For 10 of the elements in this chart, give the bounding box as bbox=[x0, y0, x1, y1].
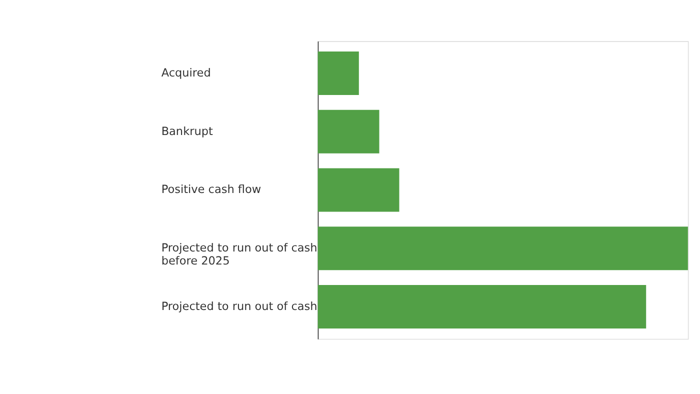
bar bbox=[318, 52, 359, 95]
y-tick-label: Acquired bbox=[161, 66, 211, 80]
y-tick-label: Bankrupt bbox=[161, 124, 214, 138]
bar bbox=[318, 285, 646, 328]
y-tick-label: Positive cash flow bbox=[161, 183, 262, 196]
bar bbox=[318, 226, 688, 270]
bar bbox=[318, 110, 380, 154]
y-tick-label: Projected to run out of cash bbox=[161, 300, 318, 313]
bar bbox=[318, 168, 400, 212]
y-tick-label: Projected to run out of cash before 2025 bbox=[161, 242, 318, 268]
